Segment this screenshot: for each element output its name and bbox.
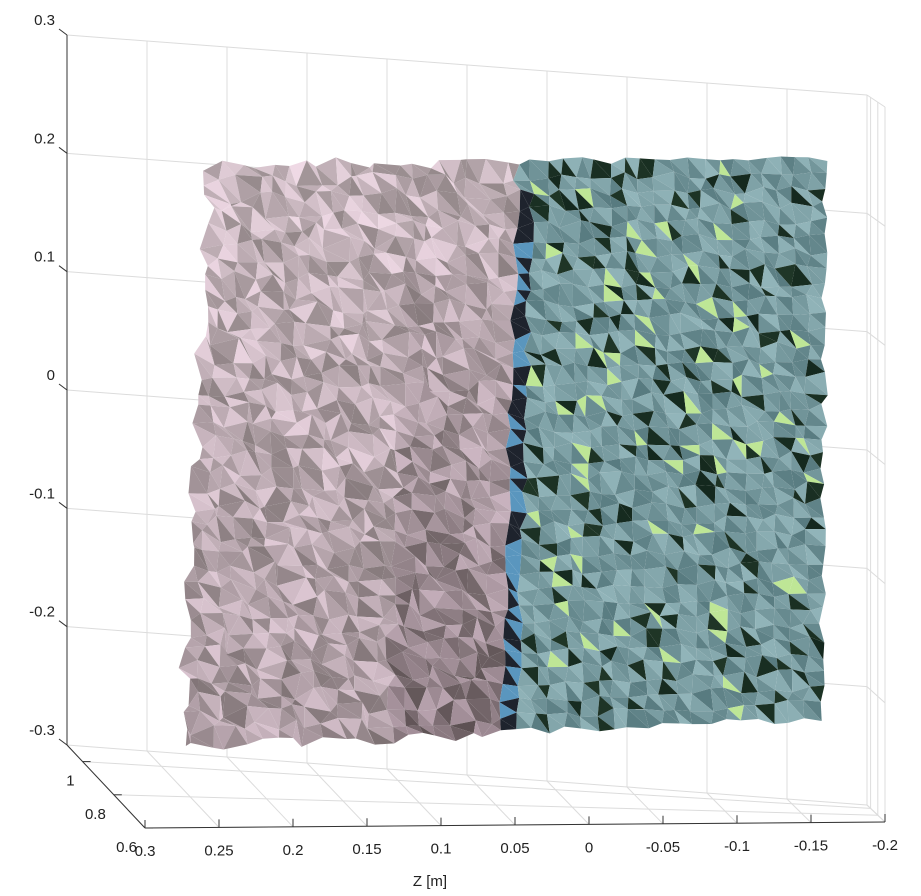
- x-tick-label: -0.2: [872, 837, 898, 854]
- grid-line: [867, 805, 885, 822]
- z-axis-line: [67, 745, 145, 828]
- x-tick-label: 0.1: [431, 841, 452, 858]
- grid-line: [387, 769, 441, 826]
- grid-line: [467, 775, 515, 825]
- x-tick-label: 0: [585, 839, 593, 856]
- y-tick-label: -0.1: [29, 485, 55, 502]
- chart: -0.3 -0.2 -0.1 0 0.1 0.2 0.3 0.3 0.25 0.2 0.15 0.1 0…: [0, 0, 921, 896]
- tick-mark: [59, 29, 67, 35]
- tick-mark: [59, 621, 67, 627]
- grid-line: [627, 787, 663, 824]
- y-tick-label: 0: [47, 367, 55, 384]
- x-axis-label: Z [m]: [413, 873, 447, 890]
- x-tick-label: -0.15: [794, 838, 828, 855]
- tick-mark: [59, 739, 67, 745]
- z-tick-label: 1: [66, 773, 74, 790]
- grid-line: [83, 762, 871, 809]
- grid-line: [114, 795, 878, 815]
- grid-line: [867, 450, 885, 465]
- grid-line: [867, 213, 885, 226]
- grid-line: [867, 568, 885, 583]
- y-tick-label: -0.2: [29, 604, 55, 621]
- x-tick-label: -0.05: [646, 839, 680, 856]
- x-tick-label: 0.15: [352, 841, 381, 858]
- grid-line: [547, 781, 589, 824]
- tick-mark: [59, 266, 67, 272]
- y-tick-label: -0.3: [29, 722, 55, 739]
- y-tick-label: 0.3: [34, 12, 55, 29]
- grid-line: [787, 799, 811, 823]
- tick-mark: [59, 502, 67, 508]
- grid-line: [867, 687, 885, 703]
- tick-mark: [59, 384, 67, 390]
- grid-line: [307, 763, 367, 826]
- y-tick-label: 0.2: [34, 130, 55, 147]
- tick-mark: [59, 147, 67, 153]
- z-tick-label: 0.8: [85, 806, 106, 823]
- x-tick-label: 0.2: [283, 842, 304, 859]
- grid-line: [147, 751, 219, 827]
- grid-line: [707, 793, 737, 823]
- y-tick-label: 0.1: [34, 249, 55, 266]
- grid-line: [227, 757, 293, 827]
- x-tick-label: 0.25: [204, 842, 233, 859]
- grid-line: [867, 332, 885, 346]
- grid-line: [867, 95, 885, 107]
- x-tick-label: 0.3: [135, 843, 156, 860]
- x-tick-label: 0.05: [500, 840, 529, 857]
- surface: [179, 157, 828, 750]
- x-tick-label: -0.1: [724, 838, 750, 855]
- z-tick-label: 0.6: [116, 839, 137, 856]
